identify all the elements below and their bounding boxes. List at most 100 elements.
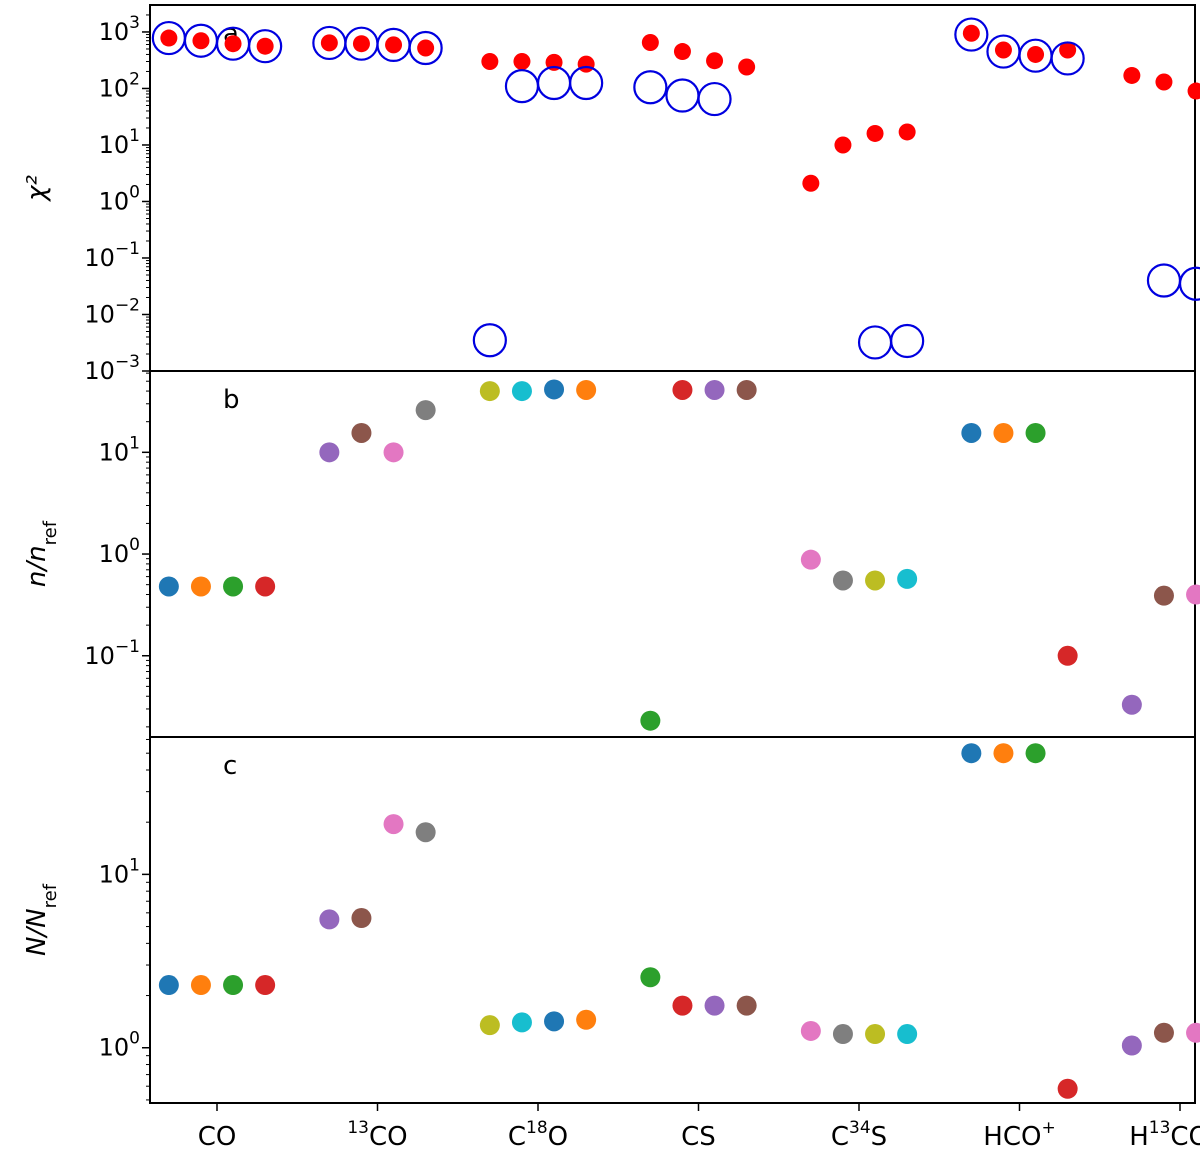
x-tick-label-base: HCO: [983, 1122, 1041, 1152]
chi2-point-filled: [320, 34, 338, 52]
chi2-point-filled: [962, 24, 980, 42]
data-point: [190, 975, 211, 996]
chi2-point-filled: [256, 37, 274, 55]
chi2-point-filled: [1027, 45, 1045, 63]
data-point: [415, 400, 436, 421]
data-point: [897, 568, 918, 589]
y-tick-label: 10−1: [84, 637, 140, 670]
x-tick-label: H13CO+: [1129, 1118, 1200, 1152]
data-point: [832, 570, 853, 591]
x-tick-label: CS: [681, 1122, 716, 1152]
data-point: [383, 442, 404, 463]
y-tick-label-exponent: 3: [129, 13, 140, 33]
x-tick-label: CO: [198, 1122, 237, 1152]
data-point: [319, 442, 340, 463]
chi2-point-open: [569, 65, 604, 101]
chi2-point-filled: [577, 55, 595, 73]
y-tick-label: 10−1: [84, 239, 140, 272]
y-tick-label-base: 10: [84, 357, 115, 385]
data-point: [640, 710, 661, 731]
data-point: [1186, 584, 1200, 605]
data-point: [319, 909, 340, 930]
data-point: [1186, 1022, 1200, 1043]
y-tick-label-exponent: 0: [129, 535, 140, 555]
chi2-point-filled: [385, 36, 403, 54]
y-tick-label-base: 10: [99, 438, 130, 466]
data-point: [640, 967, 661, 988]
chi2-point-filled: [994, 41, 1012, 59]
data-point: [736, 995, 757, 1016]
y-tick-label-exponent: 0: [129, 1029, 140, 1049]
data-point: [800, 549, 821, 570]
data-point: [255, 576, 276, 597]
x-tick-label-base: C: [508, 1122, 526, 1152]
y-tick-label-exponent: −1: [115, 637, 140, 657]
y-tick-label-base: 10: [99, 860, 130, 888]
panel-c-label: c: [223, 751, 237, 781]
data-point: [897, 1024, 918, 1045]
chi2-point-open: [1050, 41, 1085, 76]
chi2-point-filled: [1155, 73, 1173, 91]
data-point: [158, 975, 179, 996]
chi2-point-filled: [160, 29, 178, 47]
x-tick-label: C34S: [831, 1118, 887, 1152]
y-tick-label: 101: [99, 126, 140, 159]
x-tick-label-post: CO+: [1170, 1122, 1200, 1152]
y-tick-label-exponent: 1: [129, 855, 140, 875]
data-point: [511, 381, 532, 402]
panel-c-y-axis-label-subscript: ref: [40, 883, 61, 908]
chi2-point-open: [536, 65, 572, 101]
y-tick-label-base: 10: [99, 74, 130, 102]
data-point: [865, 1024, 886, 1045]
data-point: [190, 576, 211, 597]
data-point: [479, 1015, 500, 1036]
chi2-point-filled: [513, 53, 531, 71]
chi2-point-open: [408, 30, 443, 66]
chi2-point-filled: [866, 124, 884, 142]
panel-c-y-axis-label: N/Nref: [22, 883, 61, 956]
chi2-point-open: [1178, 266, 1200, 301]
chi2-point-open: [504, 69, 540, 104]
x-tick-label: 13CO: [347, 1118, 407, 1152]
x-tick-label-post: S: [871, 1122, 888, 1152]
chi2-point-filled: [1123, 66, 1141, 84]
y-tick-label: 101: [99, 855, 140, 888]
data-point: [544, 1011, 565, 1032]
chi2-point-open: [857, 325, 893, 360]
y-tick-label: 10−3: [84, 352, 140, 385]
y-tick-label-exponent: 0: [129, 182, 140, 202]
chi2-point-open: [665, 78, 700, 113]
panel-b-label: b: [223, 385, 240, 415]
y-tick-label-base: 10: [84, 300, 115, 328]
data-point: [158, 576, 179, 597]
x-tick-label-base: CS: [681, 1122, 716, 1152]
y-tick-label: 101: [99, 433, 140, 466]
data-point: [1025, 422, 1046, 443]
y-tick-label-exponent: 1: [129, 433, 140, 453]
data-point: [704, 379, 725, 400]
data-point: [672, 995, 693, 1016]
panel-c-points: [158, 743, 1200, 1099]
panel-b-y-axis-label-subscript: ref: [40, 520, 61, 545]
chi2-point-open: [633, 70, 668, 105]
panel-a-y-axis-label-text: χ²: [22, 175, 52, 203]
chi2-point-open: [954, 17, 989, 52]
x-tick-label: HCO+: [983, 1118, 1055, 1152]
data-point: [1153, 1022, 1174, 1043]
data-point: [544, 379, 565, 400]
chi2-point-filled: [1187, 82, 1200, 100]
chi2-point-open: [890, 323, 925, 359]
x-tick-label-base: CO: [369, 1122, 408, 1152]
data-point: [1057, 1078, 1078, 1099]
chi2-point-filled: [641, 34, 659, 52]
data-point: [1153, 585, 1174, 606]
chi2-point-filled: [1059, 41, 1077, 59]
data-point: [1025, 743, 1046, 764]
chi2-point-filled: [352, 35, 370, 53]
